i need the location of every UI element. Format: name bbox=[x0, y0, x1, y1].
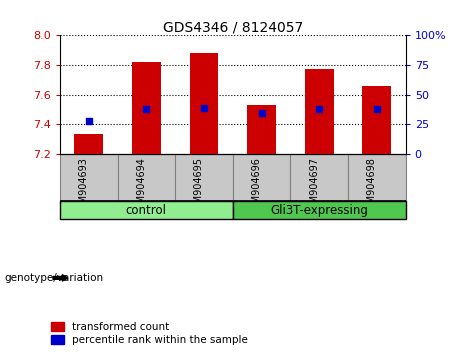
Text: control: control bbox=[126, 204, 167, 217]
Bar bbox=[362, 86, 391, 154]
Bar bbox=[60, 154, 118, 201]
Bar bbox=[60, 201, 233, 219]
Text: genotype/variation: genotype/variation bbox=[5, 273, 104, 283]
Text: GSM904695: GSM904695 bbox=[194, 158, 204, 216]
Bar bbox=[247, 105, 276, 154]
Bar bbox=[175, 154, 233, 201]
Bar bbox=[290, 154, 348, 201]
Title: GDS4346 / 8124057: GDS4346 / 8124057 bbox=[163, 20, 303, 34]
Text: GSM904693: GSM904693 bbox=[79, 158, 89, 216]
Text: GSM904696: GSM904696 bbox=[252, 158, 262, 216]
Bar bbox=[132, 62, 161, 154]
Legend: transformed count, percentile rank within the sample: transformed count, percentile rank withi… bbox=[51, 322, 248, 345]
Text: GSM904698: GSM904698 bbox=[367, 158, 377, 216]
Text: GSM904694: GSM904694 bbox=[136, 158, 146, 216]
Text: GSM904697: GSM904697 bbox=[309, 158, 319, 216]
Bar bbox=[189, 53, 219, 154]
Bar bbox=[233, 201, 406, 219]
Bar bbox=[233, 154, 290, 201]
Bar bbox=[305, 69, 334, 154]
Text: Gli3T-expressing: Gli3T-expressing bbox=[270, 204, 368, 217]
Bar bbox=[348, 154, 406, 201]
Bar bbox=[74, 135, 103, 154]
Bar bbox=[118, 154, 175, 201]
